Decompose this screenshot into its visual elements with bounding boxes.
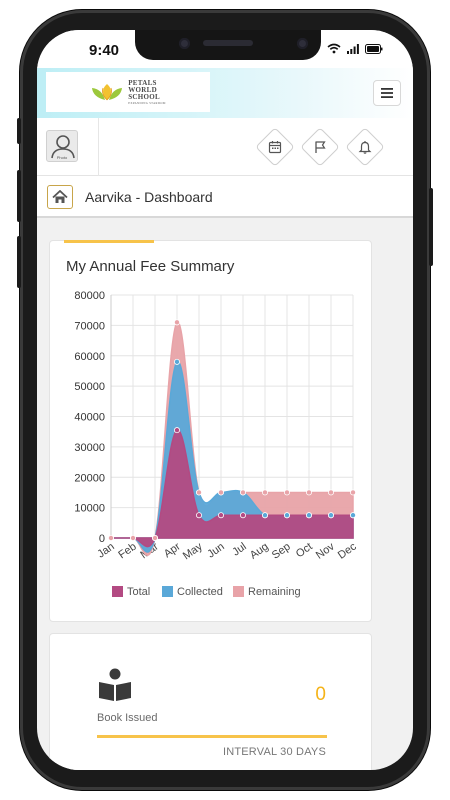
status-icons bbox=[327, 43, 383, 54]
lotus-logo-icon bbox=[92, 84, 123, 101]
card-title: My Annual Fee Summary bbox=[66, 258, 235, 275]
data-point-remaining bbox=[130, 534, 137, 541]
mute-switch bbox=[17, 118, 21, 144]
book-issued-label: Book Issued bbox=[97, 712, 158, 724]
x-tick-label: Oct bbox=[294, 541, 315, 561]
data-point-remaining bbox=[195, 489, 202, 496]
status-time: 9:40 bbox=[89, 42, 120, 59]
data-point-collected bbox=[283, 512, 290, 519]
card-accent-bar bbox=[64, 240, 154, 243]
y-tick-label: 10000 bbox=[74, 503, 105, 515]
y-tick-label: 60000 bbox=[74, 351, 105, 363]
speaker-grille bbox=[203, 40, 253, 46]
legend-swatch-total bbox=[112, 586, 123, 597]
data-point-collected bbox=[349, 512, 356, 519]
home-button[interactable] bbox=[47, 185, 73, 209]
calendar-icon bbox=[267, 139, 283, 155]
data-point-collected bbox=[261, 512, 268, 519]
data-point-remaining bbox=[349, 489, 356, 496]
x-tick-label: Dec bbox=[336, 540, 359, 561]
bell-icon bbox=[357, 139, 373, 155]
screen: 9:40 bbox=[37, 30, 413, 770]
logo-line-3: SCHOOL bbox=[128, 92, 160, 101]
page-title: Aarvika - Dashboard bbox=[85, 189, 213, 205]
x-tick-label: Sep bbox=[270, 541, 293, 562]
x-tick-label: Jun bbox=[205, 541, 226, 561]
data-point-collected bbox=[305, 512, 312, 519]
front-camera bbox=[297, 38, 308, 49]
signal-icon bbox=[347, 43, 359, 54]
x-tick-label: Apr bbox=[162, 540, 183, 560]
avatar[interactable]: Photo bbox=[46, 130, 78, 162]
data-point-remaining bbox=[152, 534, 159, 541]
user-icon bbox=[51, 135, 75, 159]
legend-label-collected: Collected bbox=[177, 586, 223, 598]
book-issued-card: Book Issued 0 INTERVAL 30 DAYS bbox=[49, 633, 372, 770]
y-tick-label: 20000 bbox=[74, 472, 105, 484]
y-tick-label: 40000 bbox=[74, 412, 105, 424]
app-header: PETALS WORLD SCHOOL EXPANDING STARDOM bbox=[37, 68, 413, 118]
data-point-remaining bbox=[327, 489, 334, 496]
legend-label-total: Total bbox=[127, 586, 150, 598]
sensor-dot bbox=[179, 38, 190, 49]
logo-line-2: WORLD bbox=[128, 85, 157, 94]
data-point-remaining bbox=[305, 489, 312, 496]
legend-swatch-remaining bbox=[233, 586, 244, 597]
notch bbox=[135, 30, 321, 60]
data-point-total bbox=[174, 427, 181, 434]
y-tick-label: 70000 bbox=[74, 320, 105, 332]
fee-summary-card: My Annual Fee Summary 0 10000 20000 30000 40… bbox=[49, 240, 372, 622]
x-tick-label: Feb bbox=[116, 541, 138, 562]
school-logo[interactable]: PETALS WORLD SCHOOL EXPANDING STARDOM bbox=[46, 72, 210, 112]
battery-icon bbox=[365, 43, 383, 54]
toolbar: Photo bbox=[37, 118, 413, 176]
flag-icon bbox=[312, 139, 328, 155]
x-tick-label: Jul bbox=[230, 541, 248, 559]
logo-line-1: PETALS bbox=[128, 78, 157, 87]
fee-summary-chart: 0 10000 20000 30000 40000 50000 60000 70000 8000… bbox=[74, 290, 359, 598]
data-point-remaining bbox=[239, 489, 246, 496]
data-point-remaining bbox=[283, 489, 290, 496]
x-tick-label: May bbox=[181, 540, 205, 562]
legend-label-remaining: Remaining bbox=[248, 586, 301, 598]
home-icon bbox=[52, 190, 68, 203]
book-issued-count: 0 bbox=[315, 684, 326, 705]
avatar-label: Photo bbox=[56, 155, 68, 160]
volume-down-button bbox=[17, 236, 21, 288]
data-point-total bbox=[217, 512, 224, 519]
wifi-icon bbox=[327, 43, 341, 54]
data-point-remaining bbox=[174, 319, 181, 326]
y-tick-label: 50000 bbox=[74, 381, 105, 393]
x-tick-label: Nov bbox=[314, 540, 337, 561]
area-series-total bbox=[111, 429, 354, 548]
y-tick-label: 30000 bbox=[74, 442, 105, 454]
breadcrumb: Aarvika - Dashboard bbox=[37, 176, 413, 218]
hamburger-icon bbox=[381, 88, 393, 98]
avatar-section: Photo bbox=[37, 118, 99, 176]
y-tick-label: 80000 bbox=[74, 290, 105, 302]
data-point-remaining bbox=[217, 489, 224, 496]
data-point-remaining bbox=[108, 534, 115, 541]
book-progress-line bbox=[97, 735, 327, 738]
y-tick-label: 0 bbox=[99, 533, 105, 545]
x-tick-label: Aug bbox=[248, 541, 271, 562]
data-point-collected bbox=[327, 512, 334, 519]
power-button bbox=[429, 188, 433, 266]
menu-button[interactable] bbox=[373, 80, 401, 106]
volume-up-button bbox=[17, 170, 21, 222]
status-bar: 9:40 bbox=[37, 30, 413, 68]
book-reader-icon bbox=[99, 668, 131, 701]
data-point-total bbox=[239, 512, 246, 519]
data-point-total bbox=[195, 512, 202, 519]
data-point-collected bbox=[174, 358, 181, 365]
data-point-remaining bbox=[261, 489, 268, 496]
interval-label: INTERVAL 30 DAYS bbox=[222, 746, 326, 758]
legend-swatch-collected bbox=[162, 586, 173, 597]
logo-tagline: EXPANDING STARDOM bbox=[128, 100, 166, 105]
